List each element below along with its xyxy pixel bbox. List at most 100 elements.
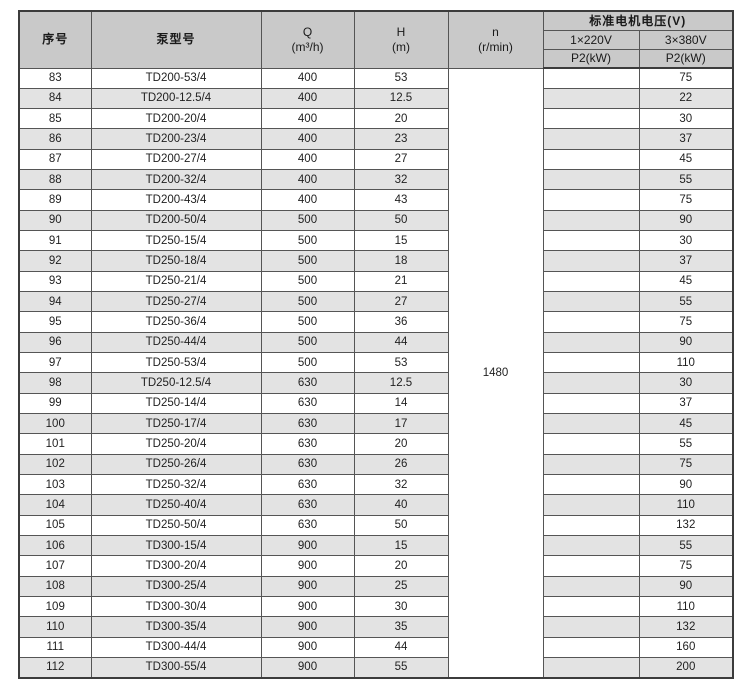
table-row: 96 TD250-44/4 500 44 90 — [18, 331, 734, 354]
head-cell: 35 — [353, 616, 449, 638]
model-cell: TD200-43/4 — [90, 189, 262, 211]
model-cell: TD300-25/4 — [90, 575, 262, 598]
header-h-unit: (m) — [392, 39, 410, 54]
header-pump-model: 泵型号 — [90, 10, 262, 69]
table-row: 84 TD200-12.5/4 400 12.5 22 — [18, 87, 734, 110]
flow-cell: 900 — [260, 575, 355, 598]
model-cell: TD250-26/4 — [90, 453, 262, 476]
table-row: 98 TD250-12.5/4 630 12.5 30 — [18, 372, 734, 394]
power-380-cell: 110 — [638, 494, 734, 516]
head-cell: 30 — [353, 596, 449, 618]
serial-cell: 86 — [18, 128, 92, 150]
power-380-cell: 75 — [638, 555, 734, 577]
flow-cell: 630 — [260, 413, 355, 435]
model-cell: TD250-44/4 — [90, 331, 262, 354]
table-row: 88 TD200-32/4 400 32 55 — [18, 169, 734, 191]
head-cell: 40 — [353, 494, 449, 516]
serial-cell: 109 — [18, 596, 92, 618]
serial-cell: 85 — [18, 108, 92, 130]
power-380-cell: 110 — [638, 596, 734, 618]
serial-cell: 111 — [18, 636, 92, 659]
model-cell: TD250-14/4 — [90, 392, 262, 415]
power-220-cell — [542, 148, 640, 171]
table-row: 94 TD250-27/4 500 27 55 — [18, 291, 734, 313]
serial-cell: 107 — [18, 555, 92, 577]
power-220-cell — [542, 657, 640, 679]
flow-cell: 400 — [260, 108, 355, 130]
header-h-symbol: H — [396, 25, 406, 40]
flow-cell: 400 — [260, 189, 355, 211]
model-cell: TD200-53/4 — [90, 67, 262, 89]
table-row: 90 TD200-50/4 500 50 90 — [18, 209, 734, 232]
flow-cell: 500 — [260, 291, 355, 313]
table-header: 序号 泵型号 Q (m³/h) H (m) n (r/min) 标准电机电压(V… — [18, 10, 734, 69]
power-380-cell: 110 — [638, 352, 734, 374]
power-380-cell: 37 — [638, 392, 734, 415]
table-row: 95 TD250-36/4 500 36 75 — [18, 311, 734, 333]
header-flow-q: Q (m³/h) — [260, 10, 355, 69]
head-cell: 14 — [353, 392, 449, 415]
power-220-cell — [542, 87, 640, 110]
header-p2-380: P2(kW) — [638, 49, 734, 69]
head-cell: 27 — [353, 148, 449, 171]
power-380-cell: 37 — [638, 128, 734, 150]
model-cell: TD250-18/4 — [90, 250, 262, 272]
serial-cell: 84 — [18, 87, 92, 110]
table-row: 86 TD200-23/4 400 23 37 — [18, 128, 734, 150]
head-cell: 12.5 — [353, 87, 449, 110]
power-220-cell — [542, 372, 640, 394]
power-220-cell — [542, 474, 640, 496]
serial-cell: 100 — [18, 413, 92, 435]
serial-cell: 93 — [18, 270, 92, 293]
power-380-cell: 75 — [638, 67, 734, 89]
table-row: 105 TD250-50/4 630 50 132 — [18, 514, 734, 537]
table-row: 93 TD250-21/4 500 21 45 — [18, 270, 734, 293]
serial-cell: 102 — [18, 453, 92, 476]
serial-cell: 101 — [18, 433, 92, 455]
power-220-cell — [542, 209, 640, 232]
flow-cell: 500 — [260, 270, 355, 293]
flow-cell: 400 — [260, 128, 355, 150]
header-motor-voltage-group: 标准电机电压(V) — [542, 10, 734, 31]
head-cell: 20 — [353, 108, 449, 130]
head-cell: 44 — [353, 636, 449, 659]
serial-cell: 110 — [18, 616, 92, 638]
head-cell: 21 — [353, 270, 449, 293]
power-220-cell — [542, 352, 640, 374]
table-row: 101 TD250-20/4 630 20 55 — [18, 433, 734, 455]
table-body: 83 TD200-53/4 400 53 1480 75 84 TD200-12.5/4 400… — [18, 67, 734, 679]
flow-cell: 630 — [260, 514, 355, 537]
speed-merged-cell: 1480 — [447, 67, 544, 679]
model-cell: TD250-40/4 — [90, 494, 262, 516]
model-cell: TD250-50/4 — [90, 514, 262, 537]
serial-cell: 90 — [18, 209, 92, 232]
power-220-cell — [542, 596, 640, 618]
head-cell: 18 — [353, 250, 449, 272]
table-row: 104 TD250-40/4 630 40 110 — [18, 494, 734, 516]
power-380-cell: 45 — [638, 148, 734, 171]
power-220-cell — [542, 575, 640, 598]
serial-cell: 87 — [18, 148, 92, 171]
serial-cell: 99 — [18, 392, 92, 415]
flow-cell: 900 — [260, 535, 355, 557]
header-n-symbol: n — [492, 25, 499, 40]
flow-cell: 900 — [260, 657, 355, 679]
head-cell: 43 — [353, 189, 449, 211]
power-380-cell: 132 — [638, 514, 734, 537]
header-speed-n: n (r/min) — [447, 10, 544, 69]
power-380-cell: 160 — [638, 636, 734, 659]
flow-cell: 500 — [260, 331, 355, 354]
flow-cell: 500 — [260, 230, 355, 252]
model-cell: TD250-15/4 — [90, 230, 262, 252]
model-cell: TD300-35/4 — [90, 616, 262, 638]
head-cell: 53 — [353, 67, 449, 89]
power-220-cell — [542, 453, 640, 476]
pump-spec-table: 序号 泵型号 Q (m³/h) H (m) n (r/min) 标准电机电压(V… — [18, 10, 734, 679]
flow-cell: 500 — [260, 311, 355, 333]
head-cell: 20 — [353, 433, 449, 455]
model-cell: TD250-36/4 — [90, 311, 262, 333]
serial-cell: 96 — [18, 331, 92, 354]
power-220-cell — [542, 494, 640, 516]
power-220-cell — [542, 331, 640, 354]
power-380-cell: 75 — [638, 189, 734, 211]
